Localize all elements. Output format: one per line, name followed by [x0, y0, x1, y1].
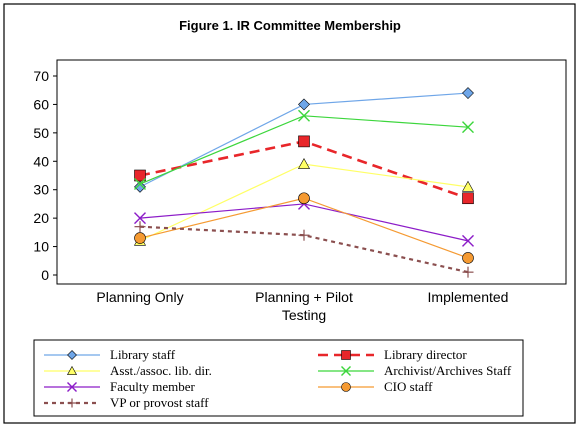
data-point: [298, 109, 310, 122]
x-tick-label: Planning + Pilot Testing: [255, 289, 353, 323]
y-tick-label: 40: [33, 153, 49, 169]
data-point: [134, 169, 146, 182]
data-point: [134, 178, 146, 191]
y-tick-label: 70: [33, 68, 49, 84]
data-point: [462, 192, 474, 205]
data-point: [298, 98, 310, 111]
legend-entry: Library staff: [44, 347, 176, 362]
legend-marker: [341, 350, 351, 360]
legend-marker: [67, 398, 77, 408]
legend-label: CIO staff: [384, 379, 433, 394]
y-tick-label: 60: [33, 96, 49, 112]
data-point: [462, 121, 474, 134]
data-point: [462, 87, 474, 99]
series-1: [134, 135, 474, 205]
data-point: [462, 266, 474, 278]
legend-entry: Faculty member: [44, 379, 196, 394]
data-point: [298, 229, 310, 241]
y-tick-label: 50: [33, 125, 49, 141]
axes-group: 0 10 20 30 40 50 60 70 Planning Only Planning + P…: [33, 68, 508, 323]
legend-marker: [341, 382, 351, 392]
series-3: [134, 109, 474, 191]
data-point: [298, 192, 310, 205]
legend-marker: [67, 382, 77, 392]
data-point: [134, 212, 146, 225]
series-group: [133, 87, 475, 278]
legend-entry: Archivist/Archives Staff: [318, 363, 512, 378]
legend-entry: CIO staff: [318, 379, 433, 394]
y-tick-label: 10: [33, 239, 49, 255]
legend-label: Archivist/Archives Staff: [384, 363, 512, 378]
data-point: [134, 232, 146, 244]
legend-marker: [341, 366, 351, 376]
x-tick-label: Implemented: [428, 289, 509, 305]
data-point: [297, 158, 311, 169]
legend-label: Asst./assoc. lib. dir.: [110, 363, 212, 378]
legend-box: [33, 339, 524, 417]
data-point: [462, 234, 474, 247]
legend-marker: [67, 350, 77, 360]
legend-entry: Library director: [318, 347, 467, 362]
y-tick-label: 20: [33, 210, 49, 226]
series-0: [134, 87, 474, 193]
plot-area: [56, 59, 567, 285]
data-point: [134, 221, 146, 233]
legend: Library staff Library director Asst./assoc…: [44, 347, 512, 410]
y-tick-label: 0: [41, 267, 49, 283]
legend-marker: [66, 365, 78, 375]
legend-label: VP or provost staff: [110, 395, 209, 410]
legend-label: Library director: [384, 347, 467, 362]
chart-title: Figure 1. IR Committee Membership: [179, 18, 401, 33]
legend-entry: VP or provost staff: [44, 395, 209, 410]
legend-label: Faculty member: [110, 379, 196, 394]
data-point: [461, 180, 475, 192]
y-tick-label: 30: [33, 182, 49, 198]
data-point: [462, 252, 474, 264]
legend-label: Library staff: [110, 347, 176, 362]
x-tick-label: Planning Only: [96, 289, 183, 305]
legend-entry: Asst./assoc. lib. dir.: [44, 363, 212, 378]
series-6: [134, 221, 474, 278]
data-point: [298, 135, 310, 148]
data-point: [134, 180, 146, 193]
series-5: [134, 192, 474, 264]
